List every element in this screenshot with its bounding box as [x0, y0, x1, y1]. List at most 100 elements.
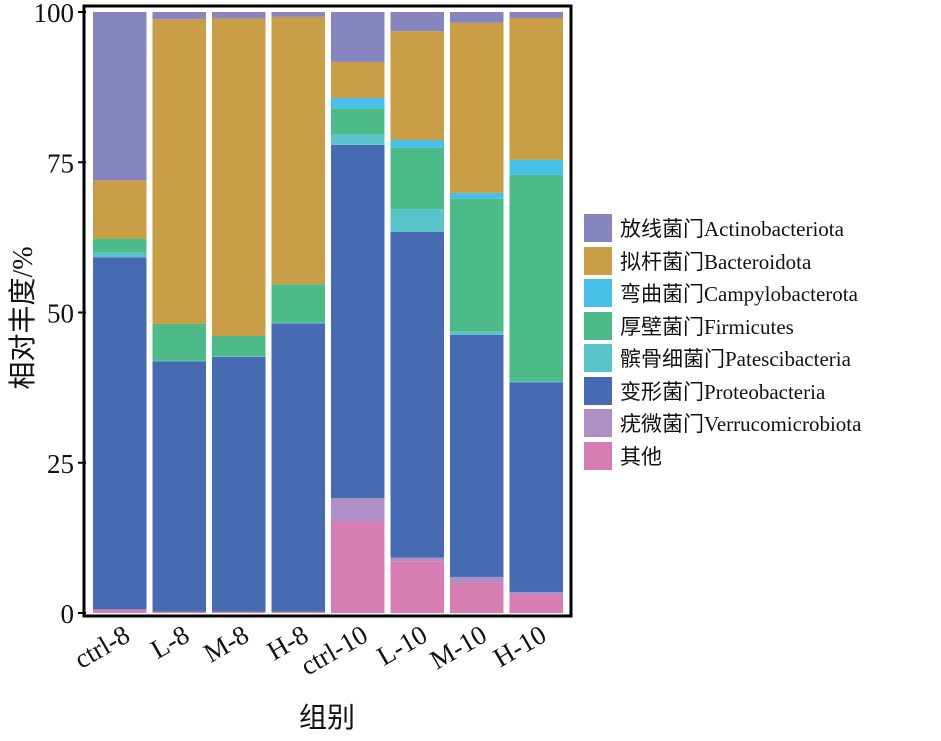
bar-segment-H-8-4: [271, 284, 325, 323]
bar-segment-H-8-0: [271, 611, 325, 613]
bar-segment-L-8-2: [152, 361, 206, 612]
legend-label: 疣微菌门Verrucomicrobiota: [620, 412, 862, 437]
bar-segment-M-8-2: [212, 356, 266, 612]
bar-segment-M-8-7: [212, 12, 266, 19]
legend-label: 其他: [620, 444, 662, 469]
bar-segment-M-8-3: [212, 356, 266, 357]
bar-segment-M-10-5: [450, 192, 504, 199]
bar-segment-ctrl-8-6: [93, 180, 147, 239]
legend-label: 髌骨细菌门Patescibacteria: [620, 347, 851, 372]
legend-item: 其他: [584, 440, 861, 473]
bar-segment-L-10-6: [390, 31, 444, 141]
bar-segment-M-10-2: [450, 334, 504, 577]
bar-segment-H-10-7: [509, 12, 563, 19]
bar-segment-H-8-3: [271, 322, 325, 324]
bar-segment-ctrl-10-4: [331, 108, 385, 135]
bar-segment-M-10-1: [450, 576, 504, 583]
bar-segment-M-10-4: [450, 198, 504, 332]
x-tick-label: M-8: [198, 619, 253, 668]
bar-segment-L-8-4: [152, 323, 206, 361]
legend-swatch: [584, 441, 612, 470]
bar-segment-H-10-1: [509, 591, 563, 595]
bar-segment-L-10-2: [390, 231, 444, 558]
bar-segment-H-10-2: [509, 382, 563, 592]
bar-segment-ctrl-10-0: [331, 521, 385, 613]
x-tick-label: L-8: [145, 619, 194, 664]
bar-segment-L-10-1: [390, 557, 444, 562]
bar-segment-H-10-4: [509, 174, 563, 382]
bar-segment-ctrl-8-3: [93, 252, 147, 258]
bar-segment-H-8-6: [271, 16, 325, 285]
x-tick-label: M-10: [425, 619, 492, 675]
legend-swatch: [584, 376, 612, 405]
legend-item: 疣微菌门Verrucomicrobiota: [584, 407, 861, 440]
bar-segment-L-8-6: [152, 19, 206, 324]
legend-item: 弯曲菌门Campylobacterota: [584, 277, 861, 310]
x-tick-label: L-10: [372, 619, 432, 671]
y-tick-label: 75: [47, 148, 74, 178]
bar-segment-M-8-0: [212, 611, 266, 613]
bar-segment-ctrl-10-2: [331, 144, 385, 499]
bar-segment-L-10-5: [390, 140, 444, 148]
x-tick-label: ctrl-8: [69, 619, 135, 674]
bar-segment-M-10-0: [450, 582, 504, 613]
bar-segment-M-8-6: [212, 18, 266, 336]
legend-swatch: [584, 311, 612, 340]
legend-label: 变形菌门Proteobacteria: [620, 379, 826, 404]
bar-segment-ctrl-8-4: [93, 238, 147, 253]
legend-swatch: [584, 246, 612, 275]
legend: 放线菌门Actinobacteriota 拟杆菌门Bacteroidota 弯曲菌门…: [584, 212, 861, 472]
bar-segment-L-10-7: [390, 12, 444, 32]
bar-segment-M-10-6: [450, 22, 504, 193]
y-tick-label: 0: [61, 599, 75, 629]
bar-segment-L-10-3: [390, 209, 444, 232]
bar-segment-L-10-0: [390, 561, 444, 613]
x-tick-label: H-10: [488, 619, 551, 673]
bar-segment-ctrl-10-5: [331, 97, 385, 109]
legend-item: 髌骨细菌门Patescibacteria: [584, 342, 861, 375]
legend-item: 放线菌门Actinobacteriota: [584, 212, 861, 245]
legend-label: 弯曲菌门Campylobacterota: [620, 282, 858, 307]
legend-label: 放线菌门Actinobacteriota: [620, 217, 844, 242]
bar-segment-L-8-7: [152, 12, 206, 20]
x-axis-title: 组别: [299, 702, 355, 734]
bar-segment-L-8-0: [152, 611, 206, 613]
bar-segment-ctrl-8-2: [93, 257, 147, 610]
bar-segment-H-8-2: [271, 323, 325, 612]
x-tick-label: ctrl-10: [295, 619, 372, 681]
legend-item: 变形菌门Proteobacteria: [584, 375, 861, 408]
bar-segment-M-10-7: [450, 12, 504, 23]
bar-segment-M-10-3: [450, 331, 504, 335]
bar-segment-H-10-5: [509, 159, 563, 175]
bars-group: [93, 12, 563, 613]
bar-segment-H-8-7: [271, 12, 325, 17]
bar-segment-ctrl-10-3: [331, 134, 385, 145]
bar-segment-H-10-0: [509, 594, 563, 613]
bar-segment-L-8-3: [152, 360, 206, 362]
bar-segment-ctrl-8-0: [93, 609, 147, 613]
legend-swatch: [584, 409, 612, 438]
bar-segment-H-10-3: [509, 381, 563, 383]
bar-segment-H-10-6: [509, 18, 563, 160]
bar-segment-ctrl-10-1: [331, 498, 385, 522]
bar-segment-M-8-4: [212, 335, 266, 357]
y-tick-label: 50: [47, 299, 74, 329]
legend-label: 厚壁菌门Firmicutes: [620, 314, 794, 339]
legend-swatch: [584, 279, 612, 308]
bar-segment-ctrl-8-7: [93, 12, 147, 181]
bar-segment-L-10-4: [390, 147, 444, 210]
bar-segment-ctrl-10-6: [331, 61, 385, 98]
y-tick-label: 100: [34, 0, 75, 28]
y-tick-label: 25: [47, 449, 74, 479]
legend-swatch: [584, 214, 612, 243]
plot-frame: [82, 4, 573, 618]
legend-item: 拟杆菌门Bacteroidota: [584, 245, 861, 278]
legend-label: 拟杆菌门Bacteroidota: [620, 249, 812, 274]
legend-swatch: [584, 344, 612, 373]
y-axis: 0 25 50 75 100: [34, 0, 86, 629]
legend-item: 厚壁菌门Firmicutes: [584, 310, 861, 343]
bar-segment-ctrl-10-7: [331, 12, 385, 62]
y-axis-title: 相对丰度/%: [7, 246, 39, 389]
